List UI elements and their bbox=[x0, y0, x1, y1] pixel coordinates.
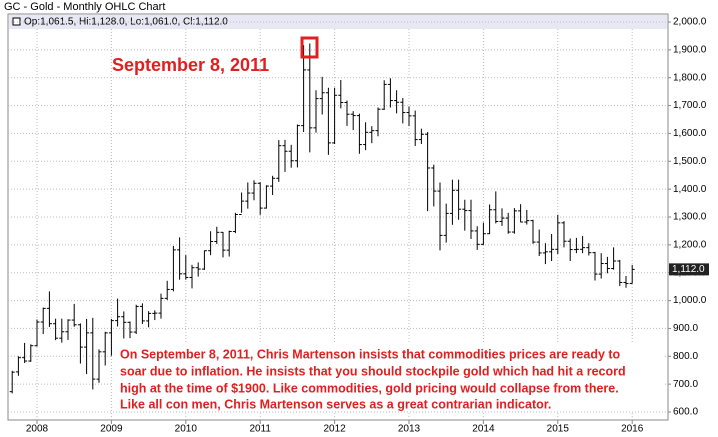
y-tick-label: 1,500.0 bbox=[673, 156, 707, 167]
y-tick-label: 800.0 bbox=[673, 351, 698, 362]
bars bbox=[9, 43, 635, 394]
x-tick-label: 2012 bbox=[323, 424, 346, 435]
x-tick-label: 2010 bbox=[175, 424, 198, 435]
last-value-label: 1,112.0 bbox=[672, 264, 705, 275]
y-tick-label: 600.0 bbox=[673, 407, 698, 418]
y-tick-label: 1,800.0 bbox=[673, 72, 707, 83]
annotation: September 8, 2011 bbox=[112, 55, 269, 75]
x-tick-label: 2013 bbox=[398, 424, 421, 435]
note-line: soar due to inflation. He insists that y… bbox=[120, 364, 626, 378]
x-tick-label: 2014 bbox=[472, 424, 495, 435]
note-line: On September 8, 2011, Chris Martenson in… bbox=[120, 347, 621, 361]
y-tick-label: 1,700.0 bbox=[673, 100, 707, 111]
note-line: Like all con men, Chris Martenson serves… bbox=[120, 397, 551, 411]
y-tick-label: 1,300.0 bbox=[673, 212, 707, 223]
note-box bbox=[113, 343, 665, 411]
last-value-box bbox=[669, 263, 709, 276]
x-tick-label: 2015 bbox=[547, 424, 570, 435]
x-tick-label: 2016 bbox=[621, 424, 644, 435]
x-tick-label: 2011 bbox=[249, 424, 271, 435]
x-tick-label: 2008 bbox=[26, 424, 49, 435]
y-tick-label: 700.0 bbox=[673, 379, 698, 390]
y-tick-label: 2,000.0 bbox=[673, 17, 707, 28]
highlight-box bbox=[300, 36, 319, 59]
x-tick-label: 2009 bbox=[100, 424, 123, 435]
y-tick-label: 1,000.0 bbox=[673, 295, 707, 306]
y-tick-label: 1,900.0 bbox=[673, 44, 707, 55]
note-line: high at the time of $1900. Like commodit… bbox=[120, 381, 619, 395]
legend: Op:1,061.5, Hi:1,128.0, Lo:1,061.0, Cl:1… bbox=[24, 17, 228, 28]
y-tick-label: 1,400.0 bbox=[673, 184, 707, 195]
y-tick-label: 1,600.0 bbox=[673, 128, 707, 139]
y-tick-label: 900.0 bbox=[673, 323, 698, 334]
chart-title: GC - Gold - Monthly OHLC Chart bbox=[4, 1, 165, 13]
y-tick-label: 1,200.0 bbox=[673, 239, 707, 250]
